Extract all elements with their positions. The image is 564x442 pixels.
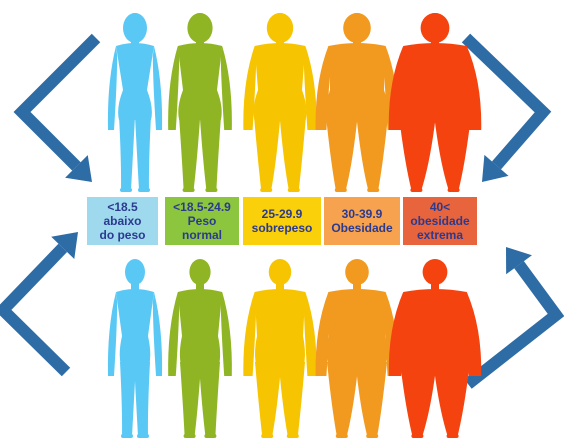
bmi-label-row: <18.5 abaixo do peso <18.5-24.9 Peso nor… (87, 197, 477, 249)
arrow-bottom-right (464, 247, 564, 389)
female-silhouette (107, 13, 163, 192)
category-range: <18.5-24.9 (173, 200, 231, 214)
arrow-bottom-left (0, 232, 78, 377)
category-label-line2: do peso (99, 228, 146, 242)
category-obesity-box: 30-39.9 Obesidade (324, 197, 400, 245)
figures-layer (107, 13, 482, 438)
category-label-line1: abaixo (103, 214, 142, 228)
category-label-line1: Peso (187, 214, 217, 228)
category-label-line2: sobrepeso (251, 221, 313, 235)
category-range: 25-29.9 (261, 207, 303, 221)
category-label-line2: extrema (416, 228, 464, 242)
arrow-top-left (13, 33, 101, 182)
category-range: 40< (429, 200, 451, 214)
arrow-top-right (461, 33, 552, 182)
category-normal-box: <18.5-24.9 Peso normal (165, 197, 239, 245)
category-overweight-box: 25-29.9 sobrepeso (243, 197, 321, 245)
category-underweight-box: <18.5 abaixo do peso (87, 197, 158, 245)
category-range: <18.5 (107, 200, 138, 214)
female-silhouette (168, 13, 232, 192)
male-silhouette (107, 259, 163, 438)
male-silhouette (388, 259, 482, 438)
male-silhouette (315, 259, 399, 438)
female-silhouette (388, 13, 482, 192)
category-range: 30-39.9 (341, 207, 383, 221)
female-silhouette (243, 13, 317, 192)
category-label-line2: Obesidade (331, 221, 393, 235)
male-silhouette (243, 259, 317, 438)
arrows-layer (0, 33, 564, 389)
category-label-line2: normal (181, 228, 222, 242)
category-label-line1: obesidade (410, 214, 470, 228)
female-silhouette (315, 13, 399, 192)
male-silhouette (168, 259, 232, 438)
category-extreme-obesity-box: 40< obesidade extrema (403, 197, 477, 245)
